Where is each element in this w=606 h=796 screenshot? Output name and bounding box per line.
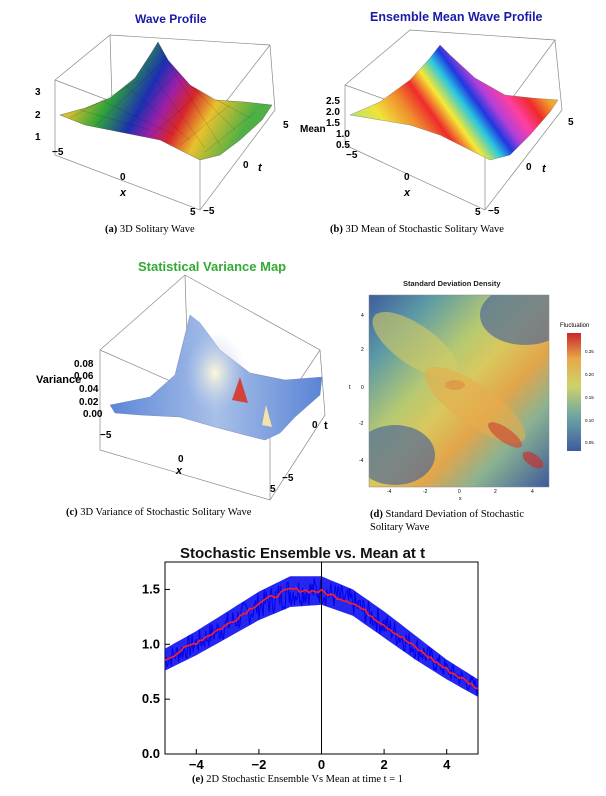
x-tick: 5	[475, 207, 481, 218]
y-tick: -4	[359, 458, 364, 464]
colorbar-tick: 0.25	[585, 349, 594, 354]
x-tick-label: 4	[443, 757, 451, 772]
x-tick: -2	[423, 489, 428, 495]
z-axis-label: Variance	[36, 374, 81, 386]
colorbar-label: Fluctuation	[560, 323, 589, 329]
z-tick: 2	[35, 110, 41, 121]
x-tick-label: −4	[189, 757, 205, 772]
z-tick: 0.08	[74, 359, 94, 370]
y-tick: -2	[359, 421, 364, 427]
y-tick-label: 1.5	[142, 581, 160, 596]
colorbar-tick: 0.20	[585, 372, 594, 377]
t-tick: −5	[282, 473, 294, 484]
panel-d-title: Standard Deviation Density	[403, 279, 501, 288]
z-tick: 2.0	[326, 107, 340, 118]
x-tick: 2	[494, 489, 497, 495]
x-tick: −5	[52, 147, 64, 158]
y-tick-label: 1.0	[142, 636, 160, 651]
x-tick: −5	[346, 150, 358, 161]
t-tick: 0	[526, 162, 532, 173]
x-tick: 5	[270, 484, 276, 495]
z-tick: 0.04	[79, 384, 99, 395]
z-tick: 1.0	[336, 129, 350, 140]
x-tick-label: 0	[318, 757, 325, 772]
z-axis-label: Mean	[300, 124, 326, 135]
y-tick-label: 0.0	[142, 746, 160, 761]
x-tick: -4	[387, 489, 392, 495]
wave-profile-3d-plot: 3 2 1 −5 0 5 x 5 0 −5 t	[35, 34, 289, 218]
z-tick: 3	[35, 87, 41, 98]
y-tick-label: 0.5	[142, 691, 160, 706]
z-tick: 1.5	[326, 118, 340, 129]
ensemble-line-chart: −4 −2 0 2 4 0.0 0.5 1.0 1.5	[142, 561, 479, 772]
panel-e-caption: (e) 2D Stochastic Ensemble Vs Mean at ti…	[192, 774, 404, 785]
t-tick: 0	[243, 160, 249, 171]
t-tick: −5	[488, 206, 500, 217]
panel-e: Stochastic Ensemble vs. Mean at t −4 −2 0 2…	[0, 540, 606, 796]
y-axis-label: t	[349, 385, 351, 391]
z-tick: 0.02	[79, 397, 99, 408]
z-tick: 1	[35, 132, 41, 143]
ensemble-band	[165, 576, 478, 697]
t-tick: 5	[283, 120, 289, 131]
x-tick: 0	[458, 489, 461, 495]
std-density-heatmap: 4 2 0 -2 -4 t -4 -2 0 2 4 x Fluctuation …	[349, 294, 594, 502]
y-tick: 2	[361, 347, 364, 353]
x-tick-label: 2	[380, 757, 387, 772]
colorbar	[567, 333, 581, 451]
panel-d: Standard Deviation Density	[349, 275, 606, 535]
colorbar-tick: 0.05	[585, 440, 594, 445]
x-axis-label: x	[403, 187, 411, 199]
x-tick: 0	[178, 454, 184, 465]
t-axis-label: t	[542, 163, 547, 175]
variance-3d-plot: Variance 0.08 0.06 0.04 0.02 0.00 −5 0 5…	[36, 274, 328, 501]
panel-c-title: Statistical Variance Map	[138, 259, 287, 274]
y-tick: 4	[361, 313, 364, 319]
panel-a-caption: (a) 3D Solitary Wave	[105, 224, 195, 235]
t-axis-label: t	[324, 420, 328, 432]
x-tick: 0	[120, 172, 126, 183]
z-tick: 0.06	[74, 371, 94, 382]
z-tick: 2.5	[326, 96, 340, 107]
panel-a-title: Wave Profile	[135, 12, 207, 26]
panel-b-caption: (b) 3D Mean of Stochastic Solitary Wave	[330, 224, 504, 235]
t-tick: −5	[203, 206, 215, 217]
panel-b-title: Ensemble Mean Wave Profile	[370, 10, 543, 24]
mean-wave-3d-plot: Mean 2.5 2.0 1.5 1.0 0.5 −5 0 5 x 5 0 −5…	[300, 29, 574, 218]
x-tick: 4	[531, 489, 534, 495]
panel-d-caption: (d) Standard Deviation of Stochastic Sol…	[370, 509, 524, 533]
x-axis-label: x	[175, 465, 183, 477]
t-axis-label: t	[258, 162, 263, 174]
mean-surface	[349, 44, 559, 161]
panel-c: Statistical Variance Map Variance 0.08 0…	[0, 255, 350, 530]
y-tick: 0	[361, 385, 364, 391]
x-axis-label: x	[459, 496, 462, 502]
x-tick-label: −2	[251, 757, 266, 772]
x-axis-label: x	[119, 187, 127, 199]
wave-surface	[59, 41, 273, 161]
z-tick: 0.00	[83, 409, 103, 420]
x-tick: −5	[100, 430, 112, 441]
mean-line	[164, 587, 479, 690]
panel-a: Wave Profile 3 2 1 −5 0 5 x	[0, 0, 300, 245]
z-tick: 0.5	[336, 140, 350, 151]
colorbar-tick: 0.10	[585, 418, 594, 423]
x-tick: 0	[404, 172, 410, 183]
panel-b: Ensemble Mean Wave Profile Mean 2.5 2.0 …	[300, 0, 606, 245]
t-tick: 0	[312, 420, 318, 431]
x-tick: 5	[190, 207, 196, 218]
colorbar-tick: 0.15	[585, 395, 594, 400]
t-tick: 5	[568, 117, 574, 128]
panel-e-title: Stochastic Ensemble vs. Mean at t	[180, 545, 426, 562]
panel-c-caption: (c) 3D Variance of Stochastic Solitary W…	[66, 507, 252, 518]
